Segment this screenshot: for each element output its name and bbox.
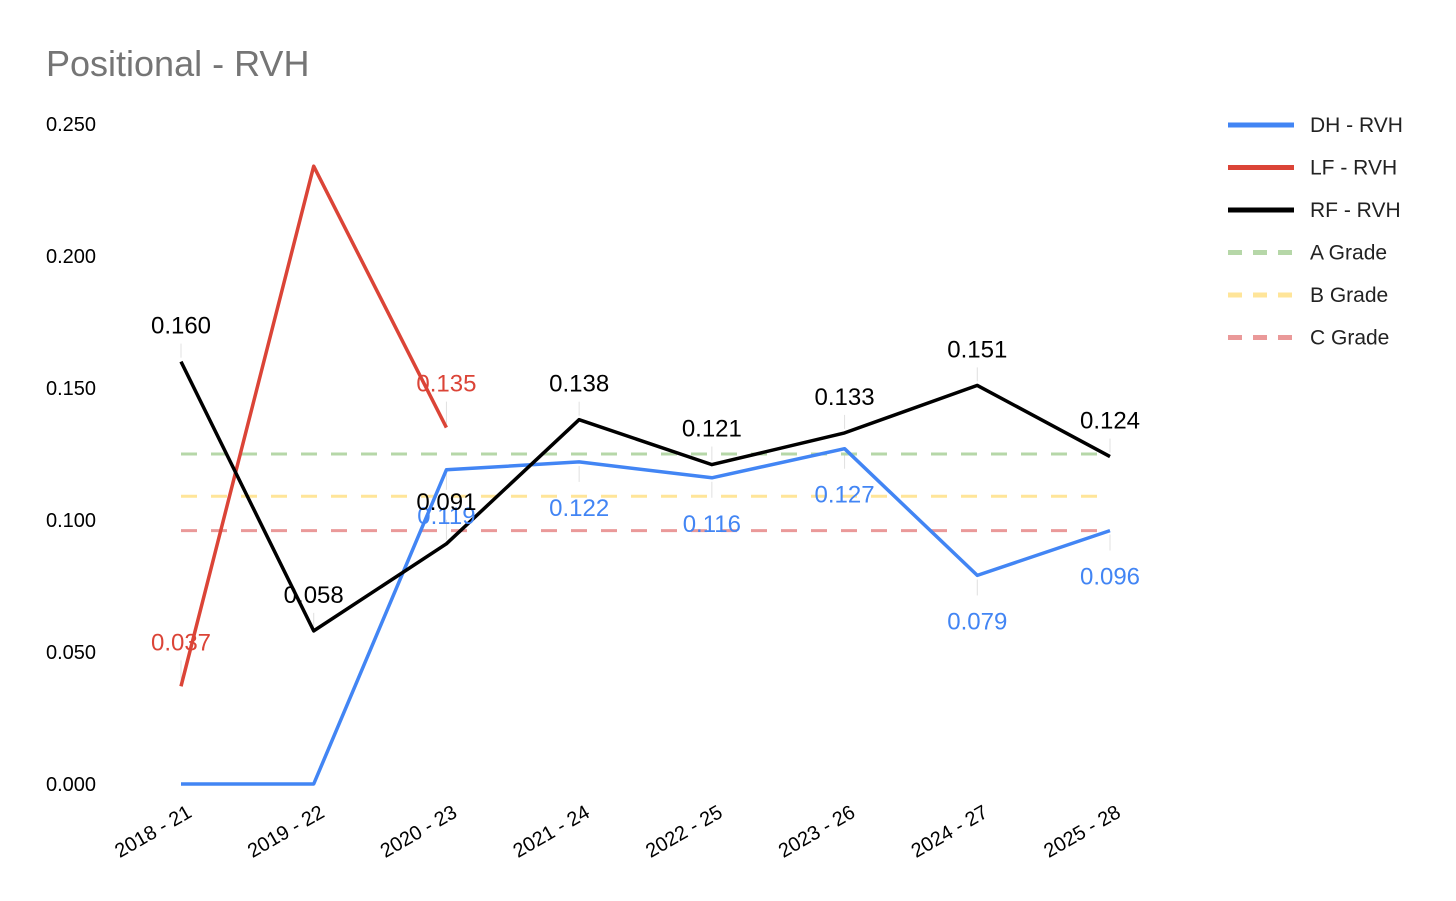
x-tick-label: 2020 - 23 [377, 801, 461, 862]
y-tick-label: 0.100 [46, 510, 96, 532]
legend-label-a-grade: A Grade [1310, 242, 1387, 265]
data-label-dh-rvh: 0.122 [549, 495, 609, 522]
series-line-dh-rvh [181, 446, 1111, 786]
legend-label-c-grade: C Grade [1310, 327, 1389, 350]
data-label-rf-rvh: 0.091 [416, 489, 476, 516]
legend-label-dh-rvh: DH - RVH [1310, 114, 1403, 137]
legend-label-rf-rvh: RF - RVH [1310, 199, 1401, 222]
series-line-lf-rvh [179, 164, 448, 687]
data-label-rf-rvh: 0.160 [151, 313, 211, 340]
label-leader-lines [180, 343, 1111, 683]
data-label-lf-rvh: 0.037 [151, 629, 211, 656]
legend-label-b-grade: B Grade [1310, 284, 1388, 307]
data-label-dh-rvh: 0.127 [815, 482, 875, 509]
y-axis-ticks: 0.000 0.050 0.100 0.150 0.200 0.250 [46, 114, 96, 796]
data-label-rf-rvh: 0.121 [682, 416, 742, 443]
data-label-dh-rvh: 0.079 [947, 608, 1007, 635]
data-label-rf-rvh: 0.138 [549, 371, 609, 398]
y-tick-label: 0.000 [46, 774, 96, 796]
data-label-rf-rvh: 0.151 [947, 336, 1007, 363]
x-tick-label: 2024 - 27 [908, 801, 992, 862]
grade-lines [181, 452, 1110, 533]
y-tick-label: 0.150 [46, 378, 96, 400]
y-tick-label: 0.050 [46, 642, 96, 664]
x-tick-label: 2023 - 26 [775, 801, 859, 862]
data-label-rf-rvh: 0.058 [284, 582, 344, 609]
x-tick-label: 2022 - 25 [642, 801, 726, 862]
x-axis-ticks: 2018 - 21 2019 - 22 2020 - 23 2021 - 24 2022… [111, 801, 1124, 862]
x-tick-label: 2025 - 28 [1040, 801, 1124, 862]
x-tick-label: 2019 - 22 [244, 801, 328, 862]
data-label-dh-rvh: 0.116 [683, 511, 741, 538]
data-label-dh-rvh: 0.119 [417, 503, 475, 530]
data-labels: 0.119 0.122 0.116 0.127 0.079 0.096 0.037 0.135… [151, 313, 1140, 657]
data-label-rf-rvh: 0.124 [1080, 408, 1140, 435]
series-lines [179, 164, 1111, 786]
y-tick-label: 0.250 [46, 114, 96, 136]
legend: DH - RVH LF - RVH RF - RVH A Grade B Grade C … [1228, 114, 1403, 350]
data-label-dh-rvh: 0.096 [1080, 564, 1140, 591]
legend-label-lf-rvh: LF - RVH [1310, 157, 1397, 180]
x-tick-label: 2018 - 21 [111, 801, 195, 862]
y-tick-label: 0.200 [46, 246, 96, 268]
chart-title: Positional - RVH [46, 43, 309, 84]
x-tick-label: 2021 - 24 [509, 801, 593, 862]
series-line-rf-rvh [179, 360, 1111, 633]
data-label-lf-rvh: 0.135 [416, 371, 476, 398]
data-label-rf-rvh: 0.133 [815, 384, 875, 411]
